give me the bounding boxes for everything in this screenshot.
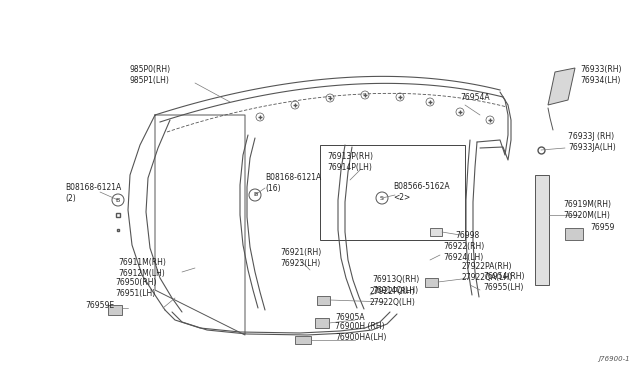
FancyBboxPatch shape xyxy=(565,228,583,240)
Text: 76911M(RH)
76912M(LH): 76911M(RH) 76912M(LH) xyxy=(118,258,166,278)
Text: 76950(RH)
76951(LH): 76950(RH) 76951(LH) xyxy=(115,278,157,298)
FancyBboxPatch shape xyxy=(295,336,311,344)
FancyBboxPatch shape xyxy=(430,228,442,236)
Text: 76959: 76959 xyxy=(590,224,614,232)
Text: 76919M(RH)
76920M(LH): 76919M(RH) 76920M(LH) xyxy=(563,200,611,220)
Text: 76954(RH)
76955(LH): 76954(RH) 76955(LH) xyxy=(483,272,525,292)
Text: 76998: 76998 xyxy=(455,231,479,240)
FancyBboxPatch shape xyxy=(425,278,438,287)
Text: 76921(RH)
76923(LH): 76921(RH) 76923(LH) xyxy=(280,248,321,268)
Text: 27922PA(RH)
27922QA(LH): 27922PA(RH) 27922QA(LH) xyxy=(462,262,513,282)
Text: S: S xyxy=(380,196,384,201)
Text: 76959E: 76959E xyxy=(85,301,114,310)
Text: B08566-5162A
<2>: B08566-5162A <2> xyxy=(393,182,450,202)
Polygon shape xyxy=(548,68,575,105)
FancyBboxPatch shape xyxy=(535,175,549,285)
Text: B: B xyxy=(253,192,257,198)
FancyBboxPatch shape xyxy=(315,318,329,328)
Text: 27922P(RH)
27922Q(LH): 27922P(RH) 27922Q(LH) xyxy=(370,287,416,307)
Text: 76933(RH)
76934(LH): 76933(RH) 76934(LH) xyxy=(580,65,621,85)
Text: J76900-1: J76900-1 xyxy=(598,356,630,362)
Text: 76913Q(RH)
76914Q(LH): 76913Q(RH) 76914Q(LH) xyxy=(372,275,419,295)
Text: 76954A: 76954A xyxy=(460,93,490,103)
Text: 985P0(RH)
985P1(LH): 985P0(RH) 985P1(LH) xyxy=(130,65,171,85)
FancyBboxPatch shape xyxy=(317,296,330,305)
Text: 76933J (RH)
76933JA(LH): 76933J (RH) 76933JA(LH) xyxy=(568,132,616,152)
Text: 76905A: 76905A xyxy=(335,314,365,323)
Text: 76922(RH)
76924(LH): 76922(RH) 76924(LH) xyxy=(443,242,484,262)
Text: B08168-6121A
(2): B08168-6121A (2) xyxy=(65,183,121,203)
FancyBboxPatch shape xyxy=(108,305,122,315)
Text: B08168-6121A
(16): B08168-6121A (16) xyxy=(265,173,321,193)
Text: B: B xyxy=(116,198,120,202)
Text: 76913P(RH)
76914P(LH): 76913P(RH) 76914P(LH) xyxy=(327,152,373,172)
Text: 76900H (RH)
76900HA(LH): 76900H (RH) 76900HA(LH) xyxy=(335,322,387,342)
